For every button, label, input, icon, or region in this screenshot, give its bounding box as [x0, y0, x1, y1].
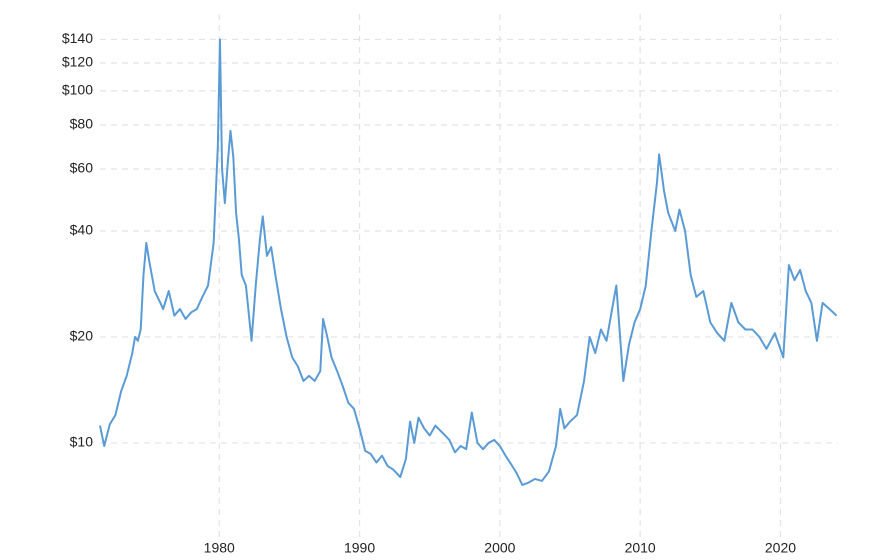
x-tick-label: 1980	[204, 540, 235, 556]
x-tick-label: 1990	[344, 540, 375, 556]
y-tick-label: $100	[62, 82, 93, 98]
x-tick-label: 2010	[625, 540, 656, 556]
x-tick-label: 2000	[484, 540, 515, 556]
y-tick-label: $140	[62, 30, 93, 46]
y-tick-label: $40	[70, 222, 94, 238]
y-tick-label: $10	[70, 434, 94, 450]
price-line	[99, 38, 838, 486]
x-tick-label: 2020	[765, 540, 796, 556]
y-tick-label: $120	[62, 54, 93, 70]
y-tick-label: $80	[70, 116, 94, 132]
y-tick-label: $60	[70, 160, 94, 176]
y-tick-label: $20	[70, 328, 94, 344]
